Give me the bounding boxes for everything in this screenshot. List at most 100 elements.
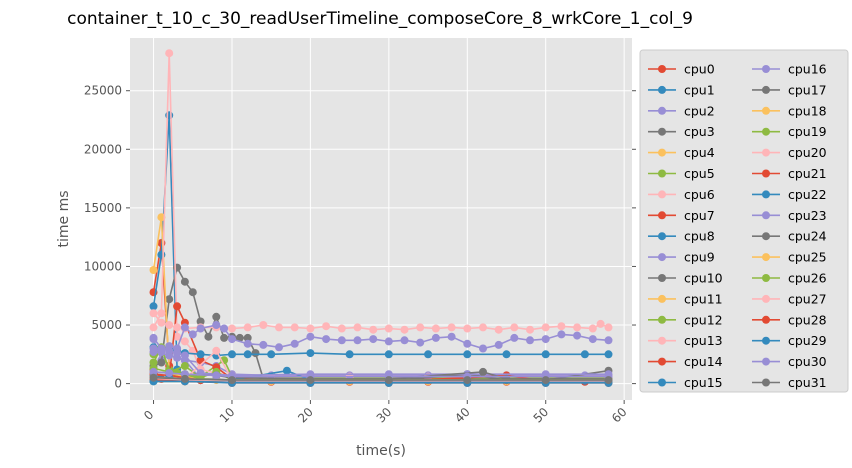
legend-label: cpu2 [684,103,715,118]
legend-label: cpu29 [788,333,827,348]
legend-label: cpu19 [788,124,827,139]
legend-item-cpu17: cpu17 [752,82,827,97]
legend-item-cpu31: cpu31 [752,375,827,390]
legend-item-cpu10: cpu10 [648,271,723,286]
y-tick-label: 25000 [84,84,122,98]
data-point [165,295,174,304]
data-point [502,350,511,359]
data-point [400,325,409,334]
data-point [290,323,299,332]
legend-label: cpu16 [788,62,827,77]
data-point [306,349,315,358]
series-line [153,371,609,378]
data-point [494,325,503,334]
legend-item-cpu27: cpu27 [752,291,827,306]
data-point [275,323,283,332]
data-point [479,323,487,332]
legend-item-cpu7: cpu7 [648,208,715,223]
legend-item-cpu1: cpu1 [648,82,715,97]
data-point [149,344,158,353]
legend-item-cpu30: cpu30 [752,354,827,369]
legend-marker [658,85,666,94]
y-tick-label: 5000 [91,318,122,332]
data-point [180,362,189,370]
legend-item-cpu3: cpu3 [648,124,715,139]
legend-label: cpu14 [684,354,723,369]
legend-marker [762,85,770,94]
legend-item-cpu26: cpu26 [752,271,827,286]
series-cpu31 [149,373,613,385]
data-point [235,333,244,342]
data-point [290,339,299,348]
legend-label: cpu28 [788,312,827,327]
data-point [228,335,236,344]
data-point [173,302,182,311]
legend-item-cpu11: cpu11 [648,291,723,306]
y-tick-label: 10000 [84,259,122,273]
data-point [369,335,378,344]
legend-label: cpu20 [788,145,827,160]
legend-item-cpu24: cpu24 [752,229,827,244]
data-point [424,350,433,359]
legend-label: cpu13 [684,333,723,348]
legend-marker [658,148,666,157]
legend-label: cpu11 [684,291,723,306]
data-point [259,340,268,349]
legend-label: cpu31 [788,375,827,390]
data-point [180,337,189,346]
legend-label: cpu0 [684,62,715,77]
data-point [157,358,166,367]
data-point [173,323,182,332]
data-point [165,49,174,58]
data-point [447,323,456,332]
data-point [604,350,613,359]
data-point [212,321,221,329]
legend-item-cpu20: cpu20 [752,145,827,160]
legend-marker [658,190,666,199]
legend-marker [762,232,770,241]
legend-item-cpu14: cpu14 [648,354,723,369]
data-point [580,350,589,359]
y-tick-label: 20000 [84,142,122,156]
data-point [149,373,158,382]
legend-marker [762,127,770,136]
legend-item-cpu19: cpu19 [752,124,827,139]
data-point [604,376,613,385]
legend-marker [658,294,666,303]
data-point [228,324,236,333]
data-point [494,340,503,349]
data-point [228,350,236,359]
y-axis: 0 5000 10000 15000 20000 25000 [84,84,636,391]
data-point [510,323,519,332]
legend-marker [658,357,666,366]
data-point [541,376,550,385]
data-point [322,335,331,344]
legend-marker [658,106,666,115]
legend-label: cpu5 [684,166,715,181]
legend-label: cpu23 [788,208,827,223]
series-group [149,49,613,387]
legend-label: cpu10 [684,271,723,286]
legend-item-cpu25: cpu25 [752,250,827,265]
data-point [275,343,283,352]
legend-marker [658,232,666,241]
data-point [243,350,252,359]
legend-marker [658,127,666,136]
series-line [153,324,609,353]
series-line [153,380,609,384]
data-point [165,321,174,329]
x-axis-label: time(s) [356,443,406,459]
data-point [259,321,268,329]
data-point [353,323,362,332]
data-point [149,302,158,311]
legend: cpu0 cpu1 cpu2 cpu3 cpu4 cpu5 cpu6 cpu7 cpu8 cpu9… [639,49,849,393]
series-line [153,376,609,381]
data-point [180,323,189,332]
legend-marker [658,315,666,324]
chart-title: container_t_10_c_30_readUserTimeline_com… [67,9,693,29]
legend-marker [658,378,666,387]
data-point [345,350,354,359]
data-point [369,325,378,334]
data-point [431,324,440,333]
